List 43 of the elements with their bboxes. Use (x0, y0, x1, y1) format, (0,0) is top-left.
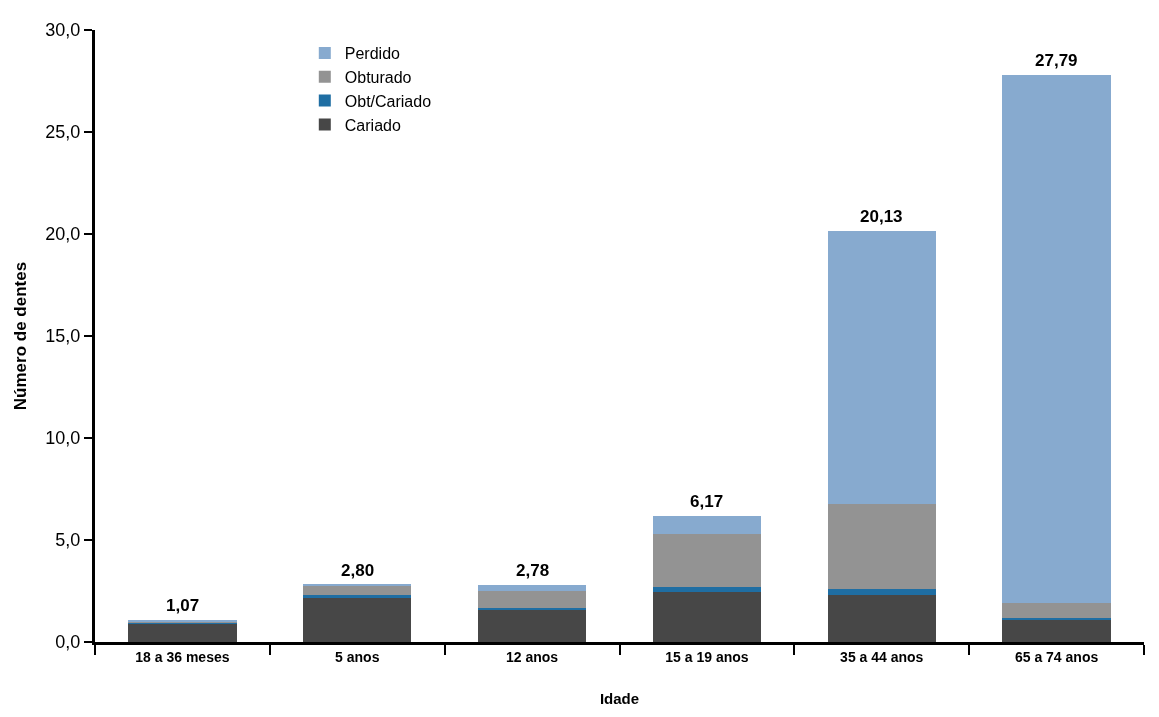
legend-label: Perdido (344, 45, 401, 63)
x-tick-label: 5 anos (335, 648, 380, 665)
bar (1002, 603, 1111, 618)
legend-label: Obturado (344, 69, 412, 87)
x-axis-title: Idade (599, 689, 640, 707)
y-tick-label: 25,0 (45, 122, 81, 143)
bar (827, 231, 936, 504)
bar (477, 585, 587, 592)
x-tick-label: 18 a 36 meses (135, 648, 230, 665)
bar (652, 516, 762, 534)
bar (652, 533, 762, 587)
bar (477, 609, 587, 642)
bar (652, 592, 762, 642)
bar (827, 503, 936, 590)
total-label: 2,80 (341, 561, 375, 580)
y-tick-label: 30,0 (45, 20, 81, 41)
bar (827, 595, 936, 642)
bar (827, 589, 936, 596)
bar (652, 586, 762, 593)
bar (477, 591, 587, 608)
bar (128, 623, 237, 642)
y-tick-label: 15,0 (45, 326, 81, 347)
bar (1002, 619, 1111, 642)
bar (303, 585, 412, 596)
x-tick-label: 35 a 44 anos (840, 648, 924, 665)
y-tick-label: 5,0 (55, 530, 81, 551)
x-tick-label: 12 anos (506, 648, 559, 665)
x-tick-label: 15 a 19 anos (665, 648, 749, 665)
y-tick-label: 0,0 (55, 632, 81, 653)
x-tick-label: 65 a 74 anos (1014, 648, 1099, 665)
legend-label: Cariado (344, 116, 401, 134)
y-axis-title: Número de dentes (10, 261, 30, 411)
y-tick-label: 10,0 (45, 428, 81, 449)
bar (303, 597, 412, 642)
total-label: 6,17 (690, 492, 724, 511)
bar (303, 595, 412, 598)
y-tick-label: 20,0 (45, 224, 81, 245)
legend-label: Obt/Cariado (344, 92, 432, 110)
total-label: 2,78 (516, 561, 550, 580)
total-label: 1,07 (166, 596, 200, 615)
bar (1002, 75, 1111, 604)
total-label: 20,13 (860, 207, 903, 226)
total-label: 27,79 (1035, 51, 1078, 70)
